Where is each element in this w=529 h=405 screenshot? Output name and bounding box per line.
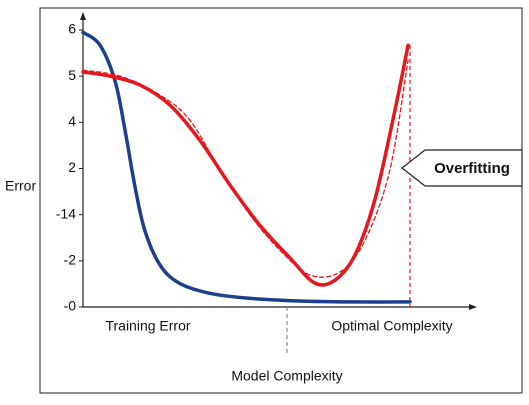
y-tick-label: -2 bbox=[64, 252, 77, 268]
x-axis-label: Model Complexity bbox=[231, 368, 342, 384]
dashed-line bbox=[82, 59, 409, 278]
y-tick-label: -14 bbox=[56, 205, 76, 221]
callout-label: Overfitting bbox=[434, 160, 510, 177]
frame bbox=[39, 7, 523, 394]
y-tick-label: 6 bbox=[68, 21, 76, 37]
y-axis-label: Error bbox=[5, 178, 36, 194]
y-tick-label: 5 bbox=[68, 67, 76, 83]
annotation: Training Error bbox=[105, 318, 190, 334]
y-tick-label: 2 bbox=[68, 159, 76, 175]
callout bbox=[401, 149, 523, 187]
y-tick-label: 4 bbox=[68, 113, 76, 129]
annotation: Optimal Complexity bbox=[331, 318, 452, 334]
line bbox=[81, 30, 412, 304]
y-axis-arrow bbox=[80, 12, 86, 20]
line bbox=[81, 43, 410, 287]
y-tick-label: -0 bbox=[64, 298, 77, 314]
x-axis-arrow bbox=[469, 304, 477, 310]
